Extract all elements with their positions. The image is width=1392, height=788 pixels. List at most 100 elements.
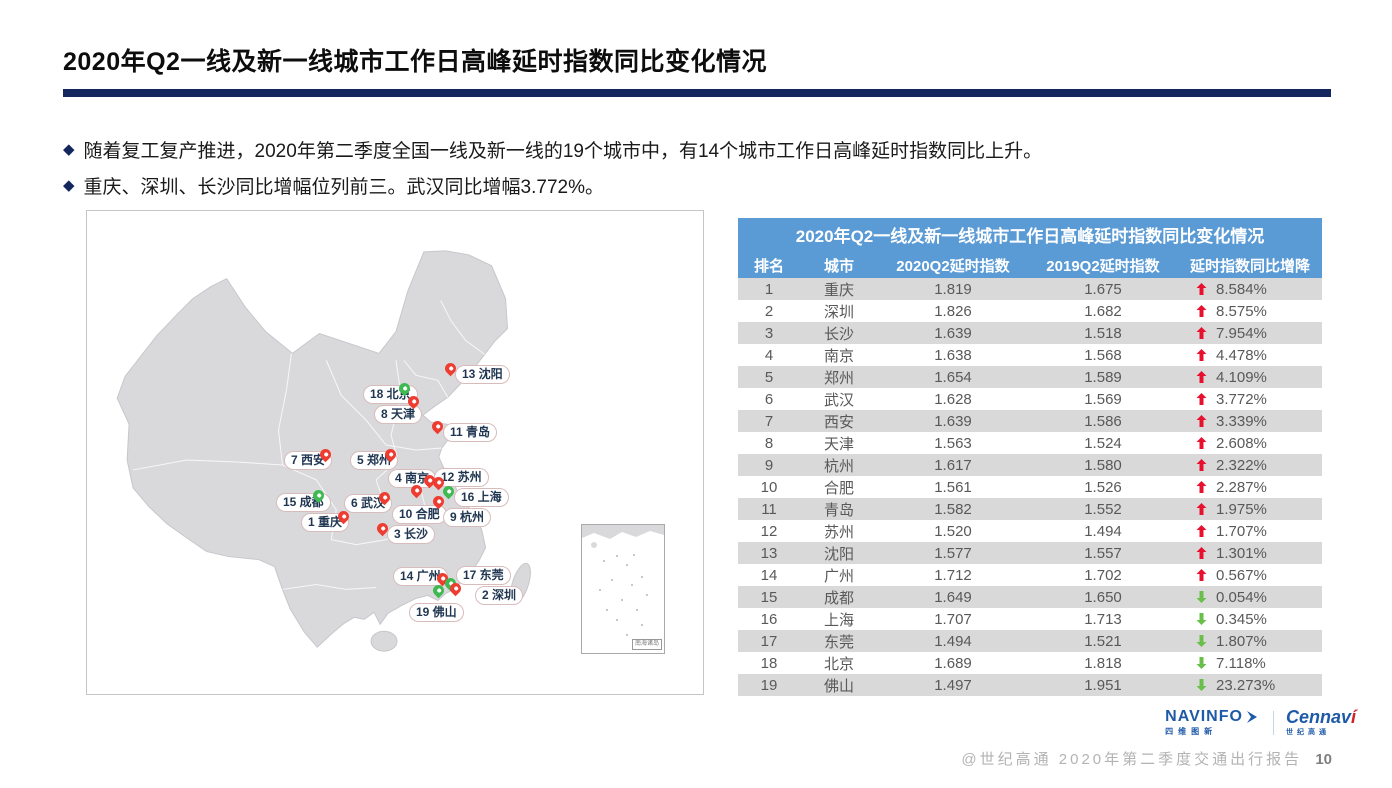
cell-2019-index: 1.589 xyxy=(1084,368,1122,386)
cell-2019-index: 1.702 xyxy=(1084,566,1122,584)
table-row: 3 长沙 1.639 1.518 7.954% xyxy=(738,322,1322,344)
footer-text: @世纪高通 2020年第二季度交通出行报告 10 xyxy=(961,748,1332,769)
diamond-bullet-icon: ◆ xyxy=(63,177,75,194)
change-percent: 1.807% xyxy=(1216,632,1267,650)
cennavi-wordmark: Cennav xyxy=(1285,707,1351,727)
cell-2020-index: 1.617 xyxy=(934,456,972,474)
cell-change: 2.608% xyxy=(1178,435,1322,452)
change-percent: 0.345% xyxy=(1216,610,1267,628)
cell-2020-index: 1.819 xyxy=(934,280,972,298)
change-percent: 1.975% xyxy=(1216,500,1267,518)
cell-2020-index: 1.707 xyxy=(934,610,972,628)
cell-change: 7.954% xyxy=(1178,325,1322,342)
cell-rank: 4 xyxy=(764,346,774,364)
table-row: 10 合肥 1.561 1.526 2.287% xyxy=(738,476,1322,498)
cell-change: 0.345% xyxy=(1178,611,1322,628)
cell-city: 天津 xyxy=(823,435,854,453)
trend-arrow-icon xyxy=(1196,547,1207,559)
cell-city: 佛山 xyxy=(823,677,854,695)
map-city-label: 12 苏州 xyxy=(434,468,489,487)
cell-2020-index: 1.563 xyxy=(934,434,972,452)
navinfo-chinese-name: 四维图新 xyxy=(1165,727,1218,736)
cell-change: 1.807% xyxy=(1178,633,1322,650)
table-row: 15 成都 1.649 1.650 0.054% xyxy=(738,586,1322,608)
table-header-row: 排名 城市 2020Q2延时指数 2019Q2延时指数 延时指数同比增降 xyxy=(738,252,1322,278)
cell-change: 0.054% xyxy=(1178,589,1322,606)
cell-change: 1.301% xyxy=(1178,545,1322,562)
navinfo-wordmark: NAVINFO xyxy=(1165,708,1243,725)
change-percent: 3.772% xyxy=(1216,390,1267,408)
cell-city: 长沙 xyxy=(823,325,854,343)
cell-2020-index: 1.577 xyxy=(934,544,972,562)
col-header-rank: 排名 xyxy=(753,257,784,275)
map-city-label: 8 天津 xyxy=(374,405,423,424)
table-row: 19 佛山 1.497 1.951 23.273% xyxy=(738,674,1322,696)
table-row: 4 南京 1.638 1.568 4.478% xyxy=(738,344,1322,366)
trend-arrow-icon xyxy=(1196,657,1207,669)
change-percent: 2.322% xyxy=(1216,456,1267,474)
table-row: 9 杭州 1.617 1.580 2.322% xyxy=(738,454,1322,476)
cell-rank: 8 xyxy=(764,434,774,452)
table-row: 7 西安 1.639 1.586 3.339% xyxy=(738,410,1322,432)
cell-rank: 9 xyxy=(764,456,774,474)
cell-2019-index: 1.521 xyxy=(1084,632,1122,650)
trend-arrow-icon xyxy=(1196,393,1207,405)
cell-2019-index: 1.569 xyxy=(1084,390,1122,408)
title-underline xyxy=(63,89,1331,97)
cell-city: 重庆 xyxy=(823,281,854,299)
cell-2020-index: 1.826 xyxy=(934,302,972,320)
cell-change: 7.118% xyxy=(1178,655,1322,672)
cell-2019-index: 1.552 xyxy=(1084,500,1122,518)
navinfo-arrow-icon xyxy=(1246,711,1257,723)
table-row: 13 沈阳 1.577 1.557 1.301% xyxy=(738,542,1322,564)
cell-city: 深圳 xyxy=(823,303,854,321)
cell-2019-index: 1.675 xyxy=(1084,280,1122,298)
bullet-2-text: 重庆、深圳、长沙同比增幅位列前三。武汉同比增幅3.772%。 xyxy=(83,177,604,198)
cell-2019-index: 1.818 xyxy=(1084,654,1122,672)
cell-2020-index: 1.639 xyxy=(934,412,972,430)
bullet-item-2: ◆ 重庆、深圳、长沙同比增幅位列前三。武汉同比增幅3.772%。 xyxy=(63,172,604,199)
change-percent: 0.054% xyxy=(1216,588,1267,606)
map-city-label: 11 青岛 xyxy=(443,423,498,442)
cell-rank: 10 xyxy=(760,478,778,496)
diamond-bullet-icon: ◆ xyxy=(63,141,75,158)
cell-2019-index: 1.518 xyxy=(1084,324,1122,342)
cell-2020-index: 1.689 xyxy=(934,654,972,672)
cell-city: 西安 xyxy=(823,413,854,431)
cell-2020-index: 1.494 xyxy=(934,632,972,650)
cell-rank: 15 xyxy=(760,588,778,606)
inset-label: 南海诸岛 xyxy=(631,638,662,650)
cell-rank: 2 xyxy=(764,302,774,320)
table-title: 2020年Q2一线及新一线城市工作日高峰延时指数同比变化情况 xyxy=(738,218,1322,252)
cell-city: 成都 xyxy=(823,589,854,607)
bullet-item-1: ◆ 随着复工复产推进，2020年第二季度全国一线及新一线的19个城市中，有14个… xyxy=(63,136,1042,163)
cell-2019-index: 1.650 xyxy=(1084,588,1122,606)
col-header-2020-index: 2020Q2延时指数 xyxy=(896,257,1010,275)
page-number: 10 xyxy=(1315,751,1332,768)
page-title: 2020年Q2一线及新一线城市工作日高峰延时指数同比变化情况 xyxy=(63,48,767,76)
cell-2020-index: 1.654 xyxy=(934,368,972,386)
cell-2020-index: 1.582 xyxy=(934,500,972,518)
map-city-label: 10 合肥 xyxy=(392,505,447,524)
cell-2020-index: 1.649 xyxy=(934,588,972,606)
cell-rank: 3 xyxy=(764,324,774,342)
delay-index-table: 2020年Q2一线及新一线城市工作日高峰延时指数同比变化情况 排名 城市 202… xyxy=(738,218,1322,696)
cell-rank: 19 xyxy=(760,676,778,694)
cennavi-accent: í xyxy=(1350,707,1356,727)
table-row: 2 深圳 1.826 1.682 8.575% xyxy=(738,300,1322,322)
cell-city: 杭州 xyxy=(823,457,854,475)
trend-arrow-icon xyxy=(1196,371,1207,383)
col-header-2019-index: 2019Q2延时指数 xyxy=(1046,257,1160,275)
trend-arrow-icon xyxy=(1196,437,1207,449)
map-city-label: 5 郑州 xyxy=(350,451,399,470)
cell-2020-index: 1.628 xyxy=(934,390,972,408)
cell-rank: 7 xyxy=(764,412,774,430)
cell-change: 8.584% xyxy=(1178,281,1322,298)
cell-city: 武汉 xyxy=(823,391,854,409)
cell-rank: 17 xyxy=(760,632,778,650)
cell-city: 青岛 xyxy=(823,501,854,519)
trend-arrow-icon xyxy=(1196,349,1207,361)
change-percent: 1.707% xyxy=(1216,522,1267,540)
cell-rank: 12 xyxy=(760,522,778,540)
